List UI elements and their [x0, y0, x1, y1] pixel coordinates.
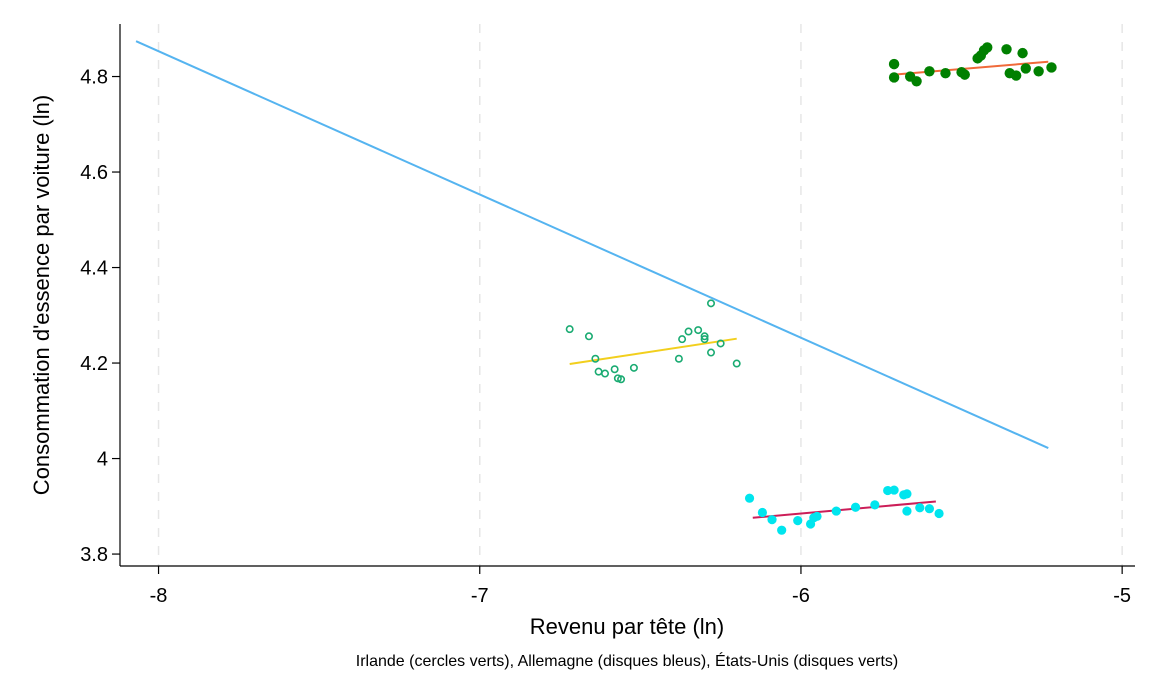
ireland-point-18	[732, 359, 741, 368]
y-axis-ticks: 3.8 4 4.2 4.4 4.6 4.8	[80, 67, 120, 566]
ireland-point-3	[594, 367, 603, 376]
usa-point-1	[888, 72, 900, 83]
germany-point-7	[812, 511, 822, 521]
germany-point-3	[777, 525, 787, 535]
x-tick-label-0: -8	[150, 585, 168, 607]
grid-lines	[157, 24, 1123, 566]
x-tick-label-2: -6	[792, 585, 810, 607]
y-tick-label-4: 4.6	[80, 162, 108, 184]
fit-line-ireland-fit	[569, 337, 737, 365]
usa-point-3	[911, 76, 922, 87]
series-germany	[744, 485, 944, 535]
x-tick-label-3: -5	[1113, 585, 1131, 607]
fit-line-pooled-fit	[135, 40, 1049, 449]
usa-point-7	[959, 69, 970, 80]
axes	[119, 24, 1135, 567]
ireland-point-0	[565, 325, 574, 334]
x-axis-title: Revenu par tête (ln)	[530, 614, 724, 639]
ireland-point-9	[674, 354, 683, 363]
ireland-point-14	[700, 335, 709, 344]
ireland-point-10	[678, 335, 687, 344]
usa-point-14	[1010, 70, 1022, 81]
germany-point-8	[831, 506, 841, 516]
germany-point-0	[744, 493, 755, 503]
ireland-point-2	[591, 354, 600, 363]
germany-point-4	[793, 516, 803, 526]
x-tick-label-1: -7	[471, 585, 489, 607]
ireland-point-1	[584, 332, 593, 341]
germany-point-9	[850, 502, 861, 512]
ireland-point-5	[610, 365, 619, 374]
y-tick-label-3: 4.4	[80, 258, 108, 280]
ireland-point-16	[707, 299, 716, 308]
usa-point-17	[1033, 66, 1044, 77]
series-ireland	[565, 299, 741, 384]
y-tick-label-2: 4.2	[80, 353, 108, 375]
y-tick-label-5: 4.8	[80, 67, 108, 89]
fit-line-germany-fit	[752, 500, 936, 519]
usa-point-4	[924, 66, 935, 77]
x-axis-ticks: -8 -7 -6 -5	[150, 566, 1131, 607]
y-axis-title: Consommation d'essence par voiture (ln)	[29, 95, 54, 495]
germany-point-17	[924, 504, 935, 514]
series-usa	[888, 42, 1057, 87]
ireland-point-4	[601, 369, 610, 378]
y-tick-label-0: 3.8	[80, 544, 108, 566]
germany-point-10	[870, 500, 880, 510]
ireland-point-7	[617, 375, 626, 384]
germany-point-18	[934, 508, 944, 519]
usa-point-11	[982, 42, 993, 53]
germany-point-16	[915, 503, 925, 513]
ireland-point-15	[707, 348, 716, 357]
y-tick-label-1: 4	[97, 449, 108, 471]
ireland-point-12	[694, 326, 703, 335]
usa-point-5	[940, 67, 951, 79]
germany-point-2	[767, 515, 777, 525]
fit-line-usa-fit	[894, 60, 1049, 76]
data-points	[565, 42, 1057, 535]
usa-point-15	[1017, 47, 1028, 59]
ireland-point-17	[716, 339, 725, 348]
chart-note: Irlande (cercles verts), Allemagne (disq…	[356, 651, 898, 670]
ireland-point-11	[684, 327, 693, 336]
usa-point-0	[888, 58, 900, 70]
usa-point-12	[1001, 44, 1012, 55]
ireland-point-13	[700, 332, 709, 341]
germany-point-14	[902, 489, 912, 499]
germany-point-1	[757, 507, 768, 518]
usa-point-18	[1046, 62, 1057, 73]
fit-lines	[135, 40, 1049, 519]
ireland-point-8	[629, 363, 638, 372]
germany-point-12	[889, 485, 899, 495]
germany-point-15	[902, 506, 912, 516]
usa-point-16	[1020, 63, 1031, 74]
